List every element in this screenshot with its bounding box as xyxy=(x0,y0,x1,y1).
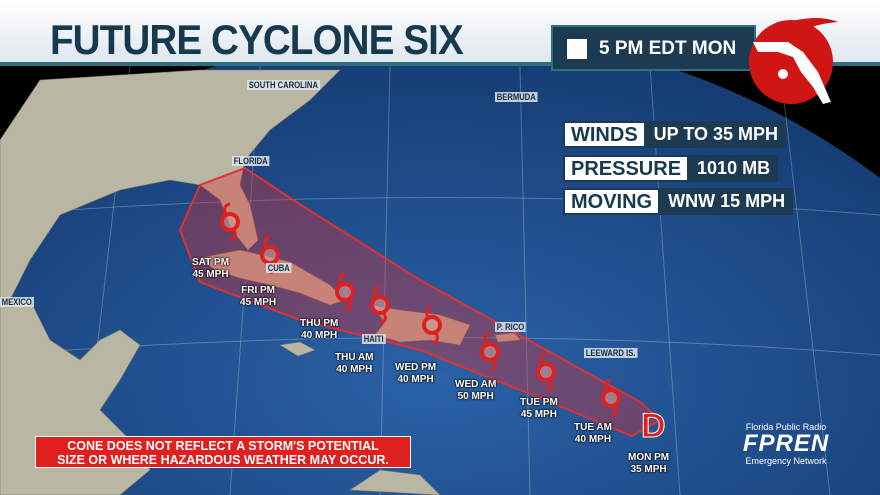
moving-label: MOVING xyxy=(563,188,661,215)
tropical-storm-icon xyxy=(422,305,442,345)
advisory-time: 5 PM EDT MON xyxy=(599,38,737,59)
pressure-label: PRESSURE xyxy=(563,155,690,182)
depression-marker-icon: D xyxy=(641,407,666,445)
place-label: SOUTH CAROLINA xyxy=(247,80,320,90)
track-label: WED PM 40 MPH xyxy=(395,362,437,385)
place-label: FLORIDA xyxy=(232,156,270,166)
place-label: HAITI xyxy=(362,334,386,344)
place-label: CUBA xyxy=(266,263,292,273)
tropical-storm-icon xyxy=(335,272,355,312)
hurricane-florida-logo-icon xyxy=(749,18,838,104)
tropical-storm-icon xyxy=(370,285,390,325)
place-label: MEXICO xyxy=(0,297,34,307)
track-label: TUE PM 45 MPH xyxy=(520,397,558,420)
place-label: BERMUDA xyxy=(495,92,538,102)
advisory-time-box: 5 PM EDT MON xyxy=(551,25,756,71)
track-label: TUE AM 40 MPH xyxy=(574,422,612,445)
pressure-row: PRESSURE 1010 MB xyxy=(563,155,779,182)
winds-label: WINDS xyxy=(563,121,646,148)
track-label: WED AM 50 MPH xyxy=(455,379,497,402)
tropical-storm-icon xyxy=(601,378,621,418)
moving-row: MOVING WNW 15 MPH xyxy=(563,188,794,215)
place-label: LEEWARD IS. xyxy=(584,348,638,358)
tropical-storm-icon xyxy=(220,202,240,242)
moving-value: WNW 15 MPH xyxy=(660,188,794,215)
winds-value: UP TO 35 MPH xyxy=(645,121,787,148)
place-label: P. RICO xyxy=(495,322,526,332)
track-label: THU AM 40 MPH xyxy=(335,352,374,375)
page-title: FUTURE CYCLONE SIX xyxy=(50,16,464,63)
track-label: MON PM 35 MPH xyxy=(628,452,670,475)
tropical-storm-icon xyxy=(480,332,500,372)
track-label: FRI PM 45 MPH xyxy=(240,285,277,308)
tropical-storm-icon xyxy=(536,352,556,392)
track-label: THU PM 40 MPH xyxy=(300,318,339,341)
fpren-logo: Florida Public Radio FPREN Emergency Net… xyxy=(742,422,830,466)
disclaimer-banner: CONE DOES NOT REFLECT A STORM'S POTENTIA… xyxy=(35,436,411,468)
pressure-value: 1010 MB xyxy=(689,155,779,182)
track-label: SAT PM 45 MPH xyxy=(192,257,230,280)
winds-row: WINDS UP TO 35 MPH xyxy=(563,121,787,148)
square-icon xyxy=(567,39,587,59)
